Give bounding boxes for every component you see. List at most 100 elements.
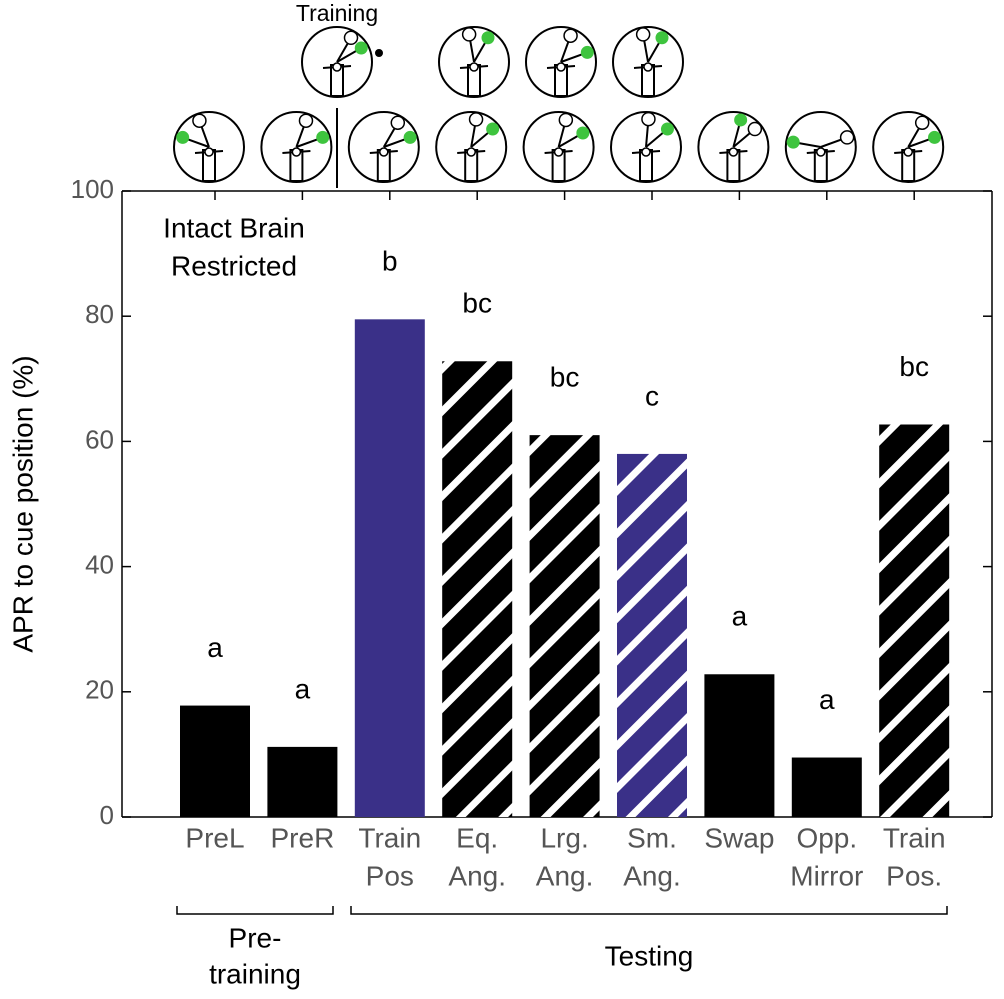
icon-dot [563, 28, 578, 43]
icon-dot [486, 122, 500, 136]
x-tick-label: Opp. [796, 822, 857, 853]
icon-hub [903, 147, 913, 157]
group-bracket [350, 906, 948, 915]
icon-hub [816, 147, 826, 157]
icon-dot [576, 126, 590, 140]
significance-letter: a [207, 632, 223, 663]
bar [791, 757, 862, 817]
significance-letter: c [645, 380, 659, 411]
icon-dot [192, 113, 207, 128]
annotation: Restricted [171, 250, 297, 281]
bar [529, 435, 600, 817]
x-tick-label: Train [883, 822, 946, 853]
icon-hub [553, 147, 564, 157]
icon-dot [928, 130, 942, 144]
group-bracket [176, 906, 334, 915]
y-axis-label: APR to cue position (%) [7, 355, 38, 652]
x-tick-label: Train [358, 822, 421, 853]
annotation: Training [296, 0, 378, 26]
icon [525, 26, 597, 98]
x-tick-label: PreL [185, 822, 244, 853]
icon-dot [660, 122, 674, 136]
icon-dot [354, 41, 368, 55]
bar [704, 674, 775, 817]
x-tick-label: Mirror [790, 860, 863, 891]
x-tick-label: Pos. [886, 860, 942, 891]
icon-hub [556, 62, 566, 72]
icon-dot [747, 121, 763, 137]
bar [879, 424, 950, 817]
x-tick-label: PreR [271, 822, 335, 853]
icon-dot [558, 112, 574, 128]
icon [173, 111, 245, 183]
icon-hub [728, 147, 739, 157]
significance-letter: a [819, 684, 835, 715]
icon-dot [481, 31, 495, 45]
icon-hub [379, 147, 389, 157]
x-tick-label: Lrg. [540, 822, 588, 853]
bar [267, 746, 338, 817]
y-tick-label: 0 [100, 800, 114, 830]
significance-letter: a [295, 673, 311, 704]
icon-dot [461, 27, 477, 42]
icon-hub [469, 62, 479, 72]
icon [612, 26, 684, 98]
icon [697, 111, 770, 183]
icon [260, 111, 333, 183]
x-tick-label: Sm. [627, 822, 677, 853]
icon [784, 111, 857, 183]
icon-dot [655, 31, 669, 45]
icon-dot [839, 130, 855, 145]
x-tick-label: Ang. [536, 860, 594, 891]
y-tick-label: 60 [85, 424, 114, 454]
icon-dot [734, 113, 748, 127]
significance-letter: bc [462, 288, 492, 319]
group-label: Pre- [229, 922, 282, 953]
icon [438, 26, 510, 98]
bar [442, 361, 513, 817]
icon-dot [375, 49, 383, 57]
x-tick-label: Ang. [448, 860, 506, 891]
group-label: Testing [605, 940, 694, 971]
icon-dot [176, 130, 190, 144]
icon [872, 111, 945, 183]
icon-dot [390, 115, 406, 131]
y-tick-label: 20 [85, 675, 114, 705]
significance-letter: b [382, 246, 398, 277]
icon-dot [786, 135, 800, 149]
x-tick-label: Swap [704, 822, 774, 853]
icon-dot [468, 112, 484, 127]
icon [610, 111, 682, 183]
icon-dot [403, 130, 417, 144]
bar [354, 319, 425, 817]
icon [435, 111, 508, 183]
y-tick-label: 40 [85, 549, 114, 579]
icon-hub [466, 147, 476, 157]
icon-hub [204, 147, 214, 157]
icon-hub [332, 62, 342, 72]
icon-hub [291, 147, 302, 157]
x-tick-label: Pos [366, 860, 414, 891]
icon [522, 111, 595, 183]
bar [617, 453, 687, 817]
icon-dot [641, 111, 656, 127]
y-tick-label: 80 [85, 299, 114, 329]
icon-dot [343, 30, 359, 46]
significance-letter: bc [550, 362, 580, 393]
y-tick-label: 100 [71, 174, 114, 204]
icon [347, 111, 420, 183]
x-tick-label: Eq. [456, 822, 498, 853]
significance-letter: bc [899, 351, 929, 382]
x-tick-label: Ang. [623, 860, 681, 891]
group-label: training [209, 958, 301, 989]
icon-hub [641, 147, 651, 157]
icon-dot [914, 115, 930, 131]
significance-letter: a [732, 601, 748, 632]
icon-hub [643, 62, 653, 72]
annotation: Intact Brain [163, 212, 305, 243]
icon [301, 26, 373, 98]
icon-dot [635, 27, 651, 42]
bar [180, 705, 250, 817]
icon-dot [580, 45, 594, 59]
